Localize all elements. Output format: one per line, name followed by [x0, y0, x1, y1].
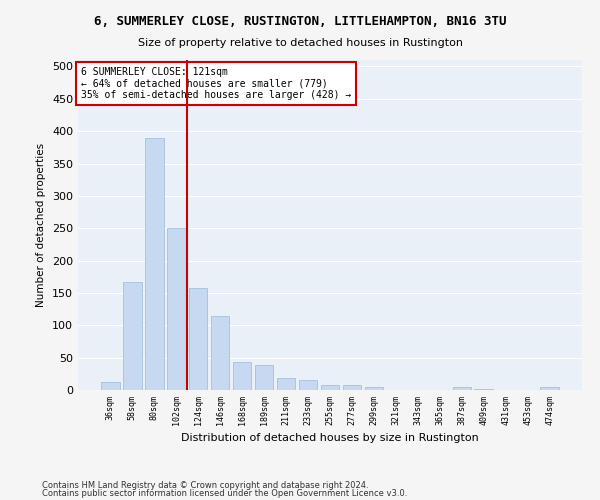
Text: Contains public sector information licensed under the Open Government Licence v3: Contains public sector information licen… — [42, 489, 407, 498]
Bar — [343, 386, 361, 390]
Text: 6 SUMMERLEY CLOSE: 121sqm
← 64% of detached houses are smaller (779)
35% of semi: 6 SUMMERLEY CLOSE: 121sqm ← 64% of detac… — [80, 66, 351, 100]
Bar — [101, 382, 119, 390]
Bar — [233, 362, 251, 390]
Bar — [277, 378, 295, 390]
Bar — [123, 282, 142, 390]
Bar — [452, 387, 471, 390]
Text: Contains HM Land Registry data © Crown copyright and database right 2024.: Contains HM Land Registry data © Crown c… — [42, 480, 368, 490]
Y-axis label: Number of detached properties: Number of detached properties — [37, 143, 46, 307]
Bar — [320, 385, 340, 390]
Bar — [255, 365, 274, 390]
Text: 6, SUMMERLEY CLOSE, RUSTINGTON, LITTLEHAMPTON, BN16 3TU: 6, SUMMERLEY CLOSE, RUSTINGTON, LITTLEHA… — [94, 15, 506, 28]
Bar — [145, 138, 164, 390]
Bar — [167, 228, 185, 390]
X-axis label: Distribution of detached houses by size in Rustington: Distribution of detached houses by size … — [181, 433, 479, 443]
Text: Size of property relative to detached houses in Rustington: Size of property relative to detached ho… — [137, 38, 463, 48]
Bar — [541, 387, 559, 390]
Bar — [365, 388, 383, 390]
Bar — [189, 288, 208, 390]
Bar — [299, 380, 317, 390]
Bar — [211, 316, 229, 390]
